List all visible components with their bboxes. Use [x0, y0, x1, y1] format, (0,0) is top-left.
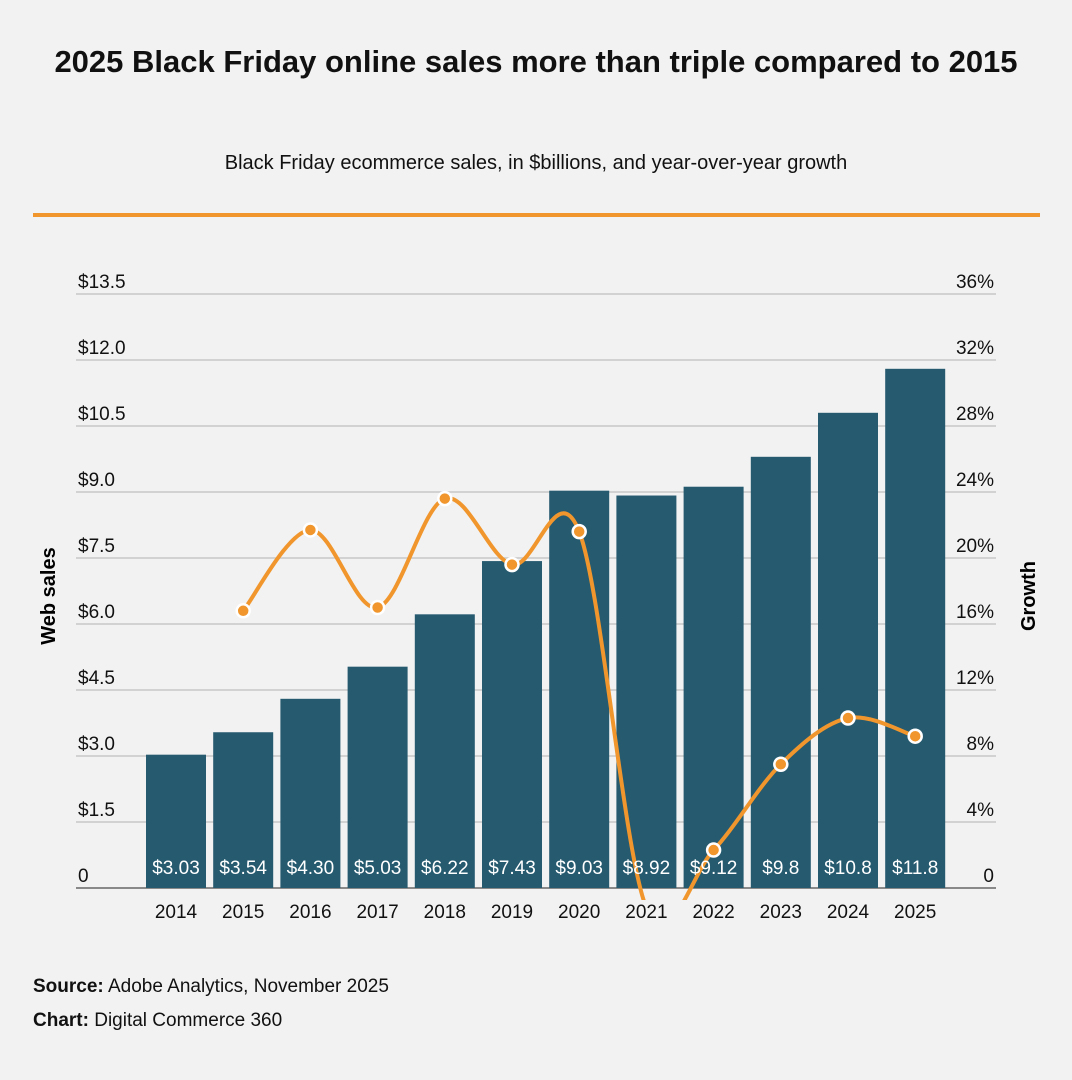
- bar-2025: [885, 368, 946, 888]
- y-tick-label: $10.5: [78, 404, 126, 425]
- y2-tick-label: 8%: [967, 734, 995, 755]
- y2-tick-label: 4%: [967, 800, 995, 821]
- y-tick-label: $13.5: [78, 272, 126, 293]
- y2-axis-label: Growth: [1018, 561, 1040, 631]
- bar-value-label: $3.03: [152, 858, 200, 879]
- y2-tick-label: 32%: [956, 338, 994, 359]
- chart-credit: Chart: Digital Commerce 360: [33, 1010, 282, 1032]
- bar-value-label: $9.03: [555, 858, 603, 879]
- bar-value-label: $4.30: [287, 858, 335, 879]
- growth-point-2015: [235, 603, 251, 619]
- source-note: Source: Adobe Analytics, November 2025: [33, 976, 389, 998]
- growth-point-2024: [840, 710, 856, 726]
- x-tick-label: 2020: [558, 902, 600, 923]
- y-axis-label: Web sales: [38, 547, 60, 644]
- growth-point-2022: [705, 842, 722, 858]
- y-tick-label: $12.0: [78, 338, 126, 359]
- bar-value-label: $3.54: [219, 858, 267, 879]
- y-tick-label: $9.0: [78, 470, 115, 491]
- y2-tick-label: 24%: [956, 470, 994, 491]
- bar-2014: [146, 754, 206, 888]
- chart: 0 0 $1.5 4% $3.0 8% $4.5 12% $6.0 16% $7.5 20% $9.0 2…: [38, 272, 1040, 923]
- x-tick-label: 2015: [222, 902, 264, 923]
- bar-2024: [818, 412, 878, 888]
- bar-value-label: $11.8: [892, 858, 938, 879]
- bar-2020: [549, 490, 610, 888]
- bar-value-label: $8.92: [623, 858, 671, 879]
- chart-subtitle: Black Friday ecommerce sales, in $billio…: [224, 152, 848, 174]
- x-tick-label: 2023: [760, 902, 802, 923]
- y-tick-label: $3.0: [78, 734, 115, 755]
- x-tick-label: 2014: [155, 902, 198, 923]
- bar-2018: [414, 614, 475, 888]
- growth-point-2020: [571, 523, 587, 540]
- y2-tick-label: 12%: [956, 668, 994, 689]
- bar-2015: [213, 732, 274, 888]
- growth-point-2016: [302, 522, 319, 538]
- bar-value-label: $10.8: [824, 858, 872, 879]
- x-tick-label: 2017: [356, 902, 398, 923]
- bar-2021: [616, 495, 677, 888]
- bar-value-label: $6.22: [421, 858, 469, 879]
- growth-point-2018: [437, 490, 453, 507]
- accent-rule: [33, 213, 1040, 217]
- chart-credit-text: Digital Commerce 360: [94, 1010, 283, 1031]
- bar-2016: [280, 698, 341, 888]
- chart-title: 2025 Black Friday online sales more than…: [54, 44, 1018, 79]
- y2-tick-label: 36%: [956, 272, 994, 293]
- x-tick-label: 2019: [491, 902, 533, 923]
- y-tick-label: 0: [78, 866, 89, 887]
- source-label: Source:: [33, 976, 104, 997]
- bar-2019: [482, 561, 542, 888]
- y2-tick-label: 28%: [956, 404, 994, 425]
- bar-2023: [750, 456, 811, 888]
- y2-tick-label: 20%: [956, 536, 994, 557]
- bar-value-label: $9.12: [690, 858, 738, 879]
- bar-value-label: $5.03: [354, 858, 402, 879]
- y2-tick-label: 0: [983, 866, 994, 887]
- growth-point-2023: [773, 756, 789, 772]
- y-tick-label: $1.5: [78, 800, 115, 821]
- chart-credit-label: Chart:: [33, 1010, 89, 1031]
- x-tick-label: 2018: [424, 902, 466, 923]
- x-tick-label: 2024: [827, 902, 870, 923]
- y-tick-label: $6.0: [78, 602, 115, 623]
- source-text: Adobe Analytics, November 2025: [107, 976, 389, 997]
- growth-point-2019: [504, 556, 520, 573]
- y2-tick-label: 16%: [956, 602, 994, 623]
- y-tick-label: $7.5: [78, 536, 115, 557]
- bar-value-label: $7.43: [488, 858, 536, 879]
- x-tick-label: 2022: [692, 902, 734, 923]
- y-tick-label: $4.5: [78, 668, 115, 689]
- bar-2022: [683, 486, 744, 888]
- x-tick-label: 2025: [894, 902, 936, 923]
- growth-point-2025: [907, 728, 923, 744]
- x-tick-label: 2016: [289, 902, 331, 923]
- x-tick-label: 2021: [625, 902, 667, 923]
- bar-value-label: $9.8: [762, 858, 799, 879]
- growth-point-2017: [369, 599, 386, 616]
- bar-2017: [347, 666, 408, 888]
